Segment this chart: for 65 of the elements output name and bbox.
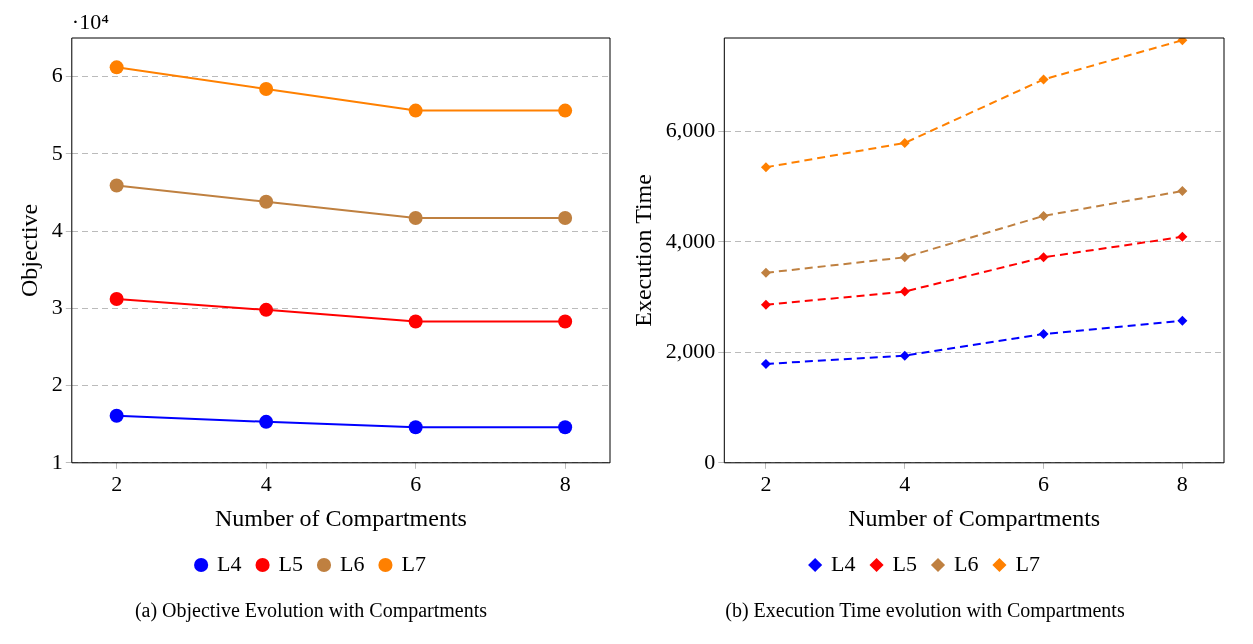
y-axis-title: Execution Time [629, 174, 656, 327]
point [1038, 329, 1049, 340]
point [558, 314, 573, 329]
point [1177, 231, 1188, 242]
point [259, 194, 274, 209]
x-axis-title: Number of Compartments [214, 504, 467, 531]
point [408, 210, 423, 225]
x-axis-title: Number of Compartments [848, 504, 1101, 531]
legend-label: L5 [278, 550, 304, 576]
point [109, 292, 124, 307]
point [899, 137, 910, 148]
point [408, 314, 423, 329]
point [1177, 315, 1188, 326]
point [109, 408, 124, 423]
point [760, 358, 771, 369]
text: (a) Objective Evolution with Compartments [134, 599, 488, 623]
x-tick-label: 6 [1038, 470, 1050, 496]
point [760, 162, 771, 173]
text: ·10⁴ [71, 8, 110, 34]
x-tick-label: 8 [1176, 470, 1188, 496]
legend-label: L4 [831, 550, 856, 576]
point [259, 81, 274, 96]
text: (b) Execution Time evolution with Compartments [725, 599, 1125, 623]
point [1177, 186, 1188, 197]
legend-label: L6 [954, 550, 979, 576]
point [899, 252, 910, 263]
point [1038, 252, 1049, 263]
y-tick-label: 1 [51, 448, 63, 474]
point [558, 103, 573, 118]
y-axis-title: Objective [15, 203, 42, 298]
point [1038, 210, 1049, 221]
y-tick-label: 6 [51, 62, 63, 88]
point [558, 210, 573, 225]
point [408, 420, 423, 435]
point [109, 178, 124, 193]
point [760, 267, 771, 278]
point [259, 414, 274, 429]
x-tick-label: 4 [899, 470, 911, 496]
y-tick-label: 6,000 [665, 117, 716, 143]
point [558, 420, 573, 435]
x-tick-label: 2 [760, 470, 772, 496]
x-tick-label: 8 [559, 470, 571, 496]
x-tick-label: 2 [111, 470, 123, 496]
legend-label: L6 [340, 550, 365, 576]
y-tick-label: 4 [51, 216, 63, 242]
legend-label: L7 [401, 550, 426, 576]
y-tick-label: 5 [51, 139, 63, 165]
point [899, 286, 910, 297]
y-tick-label: 2,000 [665, 338, 716, 364]
point [109, 60, 124, 75]
legend-label: L5 [892, 550, 918, 576]
x-tick-label: 4 [260, 470, 272, 496]
point [259, 302, 274, 317]
legend-label: L7 [1015, 550, 1040, 576]
point [1038, 74, 1049, 85]
point [1177, 38, 1188, 46]
point [408, 103, 423, 118]
y-tick-label: 3 [51, 294, 63, 320]
x-tick-label: 6 [410, 470, 422, 496]
y-tick-label: 4,000 [665, 227, 716, 253]
y-tick-label: 0 [704, 448, 716, 474]
point [899, 350, 910, 361]
legend-label: L4 [217, 550, 242, 576]
y-tick-label: 2 [51, 371, 63, 397]
point [760, 299, 771, 310]
